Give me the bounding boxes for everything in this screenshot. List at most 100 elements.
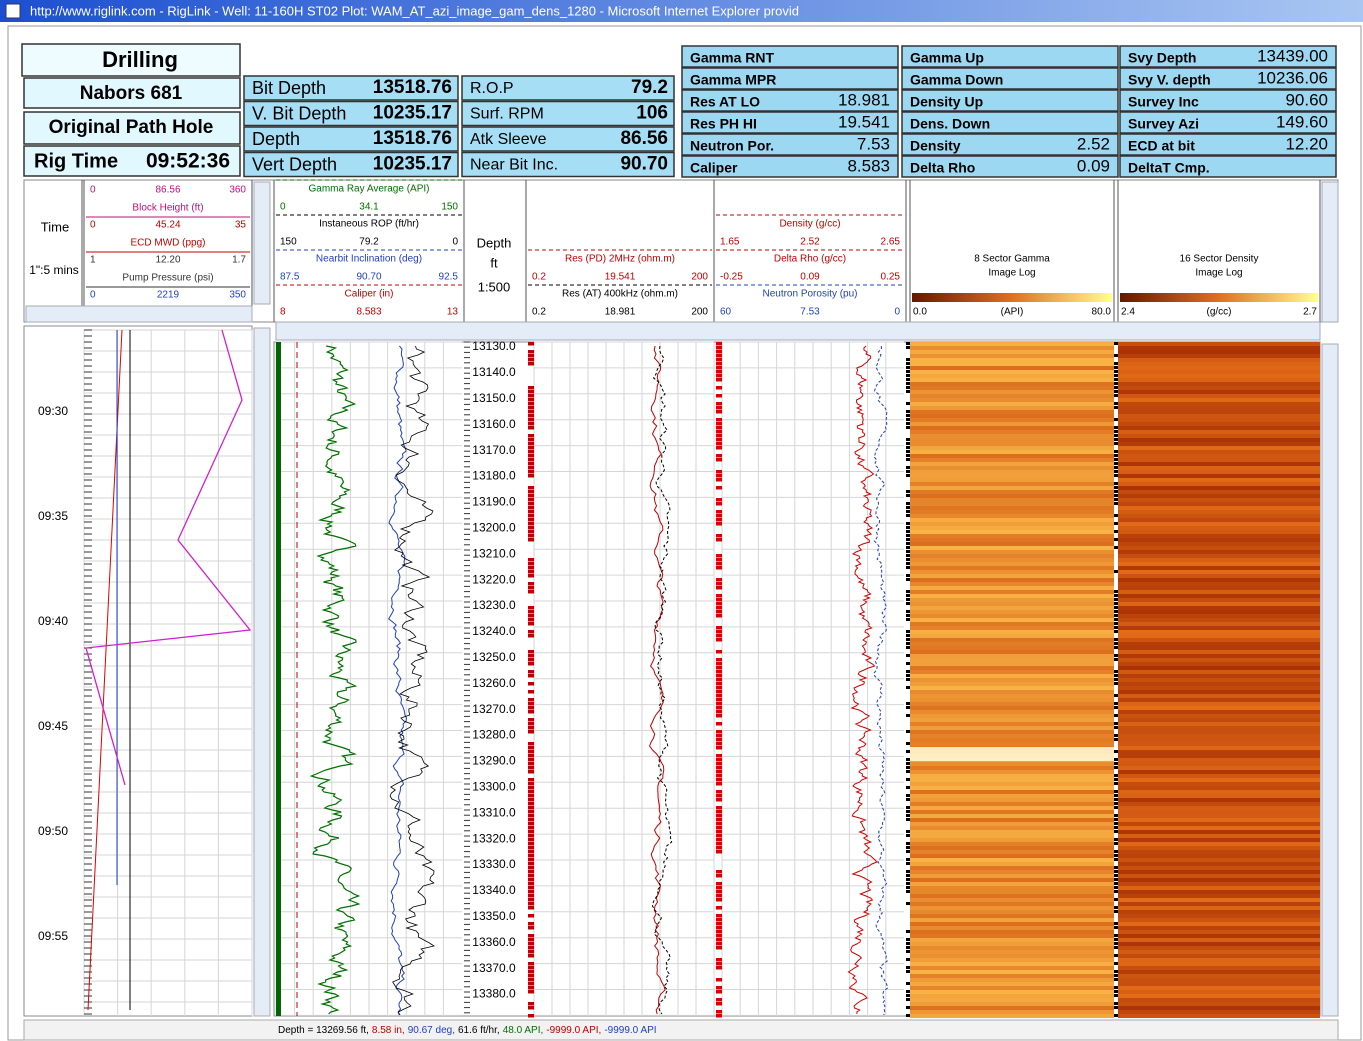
track-flag xyxy=(1114,818,1118,821)
hole-name: Original Path Hole xyxy=(49,117,214,138)
track-flag xyxy=(716,610,722,614)
track-flag xyxy=(716,522,722,526)
track-flag xyxy=(906,350,910,353)
sensor-label: Density Up xyxy=(910,94,983,110)
image-log-row xyxy=(910,594,1114,598)
image-log-row xyxy=(910,442,1114,446)
image-log-row xyxy=(910,802,1114,806)
sensor-box xyxy=(901,155,1119,178)
image-log-row xyxy=(910,526,1114,530)
image-log-row xyxy=(1118,694,1320,698)
image-log-row xyxy=(1118,1010,1320,1014)
track-flag xyxy=(1114,738,1118,741)
track-flag xyxy=(1114,854,1118,857)
param-label: R.O.P xyxy=(470,80,514,97)
image-log-row xyxy=(910,730,1114,734)
image-log-row xyxy=(1118,702,1320,706)
track-flag xyxy=(716,1010,722,1014)
track-flag xyxy=(906,510,910,513)
track-flag xyxy=(528,574,534,578)
track-flag xyxy=(906,402,910,405)
track-flag xyxy=(906,434,910,437)
track-flag xyxy=(906,746,910,749)
image-log-row xyxy=(1118,854,1320,858)
image-log-row xyxy=(910,554,1114,558)
scrollbar[interactable] xyxy=(25,305,253,323)
track-flag xyxy=(716,458,722,462)
track-flag xyxy=(528,946,534,950)
image-log-row xyxy=(1118,354,1320,358)
image-log-row xyxy=(1118,674,1320,678)
track-flag xyxy=(906,654,910,657)
track-flag xyxy=(716,846,722,850)
track-flag xyxy=(906,606,910,609)
track-flag xyxy=(906,726,910,729)
depth-label: 13190.0 xyxy=(472,495,516,509)
time-header-scale: 1":5 mins xyxy=(29,263,79,277)
scale-value: 2.52 xyxy=(800,237,820,248)
track-flag xyxy=(1114,450,1118,453)
track-flag xyxy=(528,362,534,366)
image-log-row xyxy=(1118,942,1320,946)
log-curve xyxy=(651,345,673,1015)
scrollbar[interactable] xyxy=(275,321,1321,341)
track-flag xyxy=(906,978,910,981)
track-flag xyxy=(906,366,910,369)
track-flag xyxy=(1114,874,1118,877)
track-flag xyxy=(906,646,910,649)
track-flag xyxy=(906,870,910,873)
scrollbar[interactable] xyxy=(1321,181,1339,323)
image-log-row xyxy=(1118,574,1320,578)
depth-label: 13280.0 xyxy=(472,728,516,742)
image-log-row xyxy=(910,658,1114,662)
track-flag xyxy=(716,1002,722,1006)
track-flag xyxy=(906,858,910,861)
track-flag xyxy=(1114,922,1118,925)
track-flag xyxy=(906,430,910,433)
track-flag xyxy=(716,914,722,918)
track-flag xyxy=(528,558,534,562)
image-log-row xyxy=(1118,418,1320,422)
track-flag xyxy=(906,966,910,969)
track-flag xyxy=(528,622,534,626)
track-flag xyxy=(528,1006,534,1010)
image-log-row xyxy=(1118,774,1320,778)
track-flag xyxy=(716,958,722,962)
sensor-label: DeltaT Cmp. xyxy=(1128,160,1210,176)
time-label: 09:50 xyxy=(38,824,68,838)
track-flag xyxy=(716,658,722,662)
image-log-row xyxy=(910,734,1114,738)
track-flag xyxy=(528,862,534,866)
track-flag xyxy=(716,582,722,586)
track-flag xyxy=(906,1014,910,1017)
scrollbar[interactable] xyxy=(253,327,271,1017)
track-flag xyxy=(1114,686,1118,689)
track-flag xyxy=(906,874,910,877)
track-flag xyxy=(1114,762,1118,765)
track-flag xyxy=(1114,362,1118,365)
image-log-row xyxy=(1118,666,1320,670)
track-flag xyxy=(528,758,534,762)
track-flag xyxy=(716,790,722,794)
scrollbar[interactable] xyxy=(253,181,271,305)
depth-label: 13230.0 xyxy=(472,598,516,612)
image-log-row xyxy=(1118,918,1320,922)
image-log-row xyxy=(910,622,1114,626)
track-flag xyxy=(906,422,910,425)
image-log-row xyxy=(1118,534,1320,538)
track-flag xyxy=(716,454,722,458)
track-flag xyxy=(716,770,722,774)
track-flag xyxy=(528,358,534,362)
track-flag xyxy=(528,618,534,622)
track-flag xyxy=(1114,350,1118,353)
image-log-row xyxy=(910,806,1114,810)
image-log-row xyxy=(910,514,1114,518)
section-title: Drilling xyxy=(102,47,178,72)
depth-label: 13310.0 xyxy=(472,805,516,819)
track-flag xyxy=(906,1010,910,1013)
image-log-row xyxy=(910,882,1114,886)
scrollbar[interactable] xyxy=(1321,343,1339,1017)
track-flag xyxy=(1114,774,1118,777)
param-box xyxy=(461,75,675,101)
track-flag xyxy=(1114,766,1118,769)
